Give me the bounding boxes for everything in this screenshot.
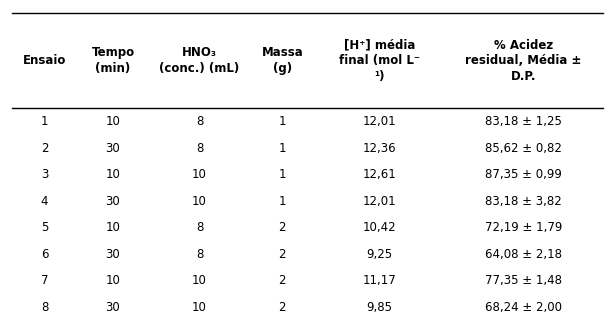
Text: 83,18 ± 1,25: 83,18 ± 1,25	[485, 115, 562, 128]
Text: 10: 10	[192, 168, 207, 181]
Text: 83,18 ± 3,82: 83,18 ± 3,82	[485, 195, 562, 208]
Text: 2: 2	[278, 221, 286, 234]
Text: 2: 2	[278, 248, 286, 261]
Text: 12,01: 12,01	[363, 195, 396, 208]
Text: 72,19 ± 1,79: 72,19 ± 1,79	[485, 221, 562, 234]
Text: 10: 10	[192, 195, 207, 208]
Text: HNO₃
(conc.) (mL): HNO₃ (conc.) (mL)	[160, 46, 239, 75]
Text: 6: 6	[41, 248, 48, 261]
Text: 10: 10	[105, 115, 121, 128]
Text: 9,85: 9,85	[367, 300, 393, 314]
Text: 10,42: 10,42	[363, 221, 396, 234]
Text: 8: 8	[196, 115, 203, 128]
Text: 1: 1	[278, 142, 286, 155]
Text: 11,17: 11,17	[363, 274, 396, 287]
Text: 85,62 ± 0,82: 85,62 ± 0,82	[485, 142, 562, 155]
Text: 4: 4	[41, 195, 48, 208]
Text: 2: 2	[278, 300, 286, 314]
Text: 8: 8	[196, 248, 203, 261]
Text: 8: 8	[196, 221, 203, 234]
Text: 87,35 ± 0,99: 87,35 ± 0,99	[485, 168, 562, 181]
Text: 9,25: 9,25	[367, 248, 393, 261]
Text: 1: 1	[41, 115, 48, 128]
Text: 68,24 ± 2,00: 68,24 ± 2,00	[485, 300, 562, 314]
Text: 2: 2	[41, 142, 48, 155]
Text: 10: 10	[105, 274, 121, 287]
Text: 10: 10	[192, 274, 207, 287]
Text: 10: 10	[192, 300, 207, 314]
Text: 12,61: 12,61	[363, 168, 396, 181]
Text: 3: 3	[41, 168, 48, 181]
Text: 77,35 ± 1,48: 77,35 ± 1,48	[485, 274, 562, 287]
Text: 2: 2	[278, 274, 286, 287]
Text: 64,08 ± 2,18: 64,08 ± 2,18	[485, 248, 562, 261]
Text: 1: 1	[278, 115, 286, 128]
Text: 10: 10	[105, 168, 121, 181]
Text: 8: 8	[196, 142, 203, 155]
Text: 12,01: 12,01	[363, 115, 396, 128]
Text: 1: 1	[278, 195, 286, 208]
Text: 30: 30	[105, 195, 121, 208]
Text: Ensaio: Ensaio	[23, 54, 66, 67]
Text: 10: 10	[105, 221, 121, 234]
Text: 7: 7	[41, 274, 48, 287]
Text: % Acidez
residual, Média ±
D.P.: % Acidez residual, Média ± D.P.	[465, 39, 582, 83]
Text: 5: 5	[41, 221, 48, 234]
Text: 12,36: 12,36	[363, 142, 396, 155]
Text: Tempo
(min): Tempo (min)	[91, 46, 135, 75]
Text: 30: 30	[105, 142, 121, 155]
Text: [H⁺] média
final (mol L⁻
¹): [H⁺] média final (mol L⁻ ¹)	[339, 39, 420, 83]
Text: 1: 1	[278, 168, 286, 181]
Text: 30: 30	[105, 248, 121, 261]
Text: 8: 8	[41, 300, 48, 314]
Text: 30: 30	[105, 300, 121, 314]
Text: Massa
(g): Massa (g)	[261, 46, 303, 75]
